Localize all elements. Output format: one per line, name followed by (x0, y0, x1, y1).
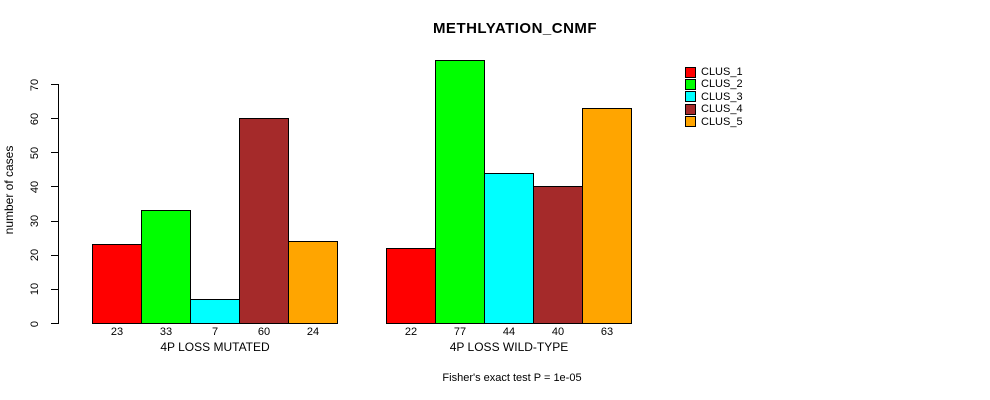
y-axis-tick-label: 60 (29, 112, 41, 125)
y-axis-tick-label: 30 (29, 214, 41, 228)
y-axis-tick (51, 220, 58, 222)
bar-clus-5-4p-loss-wild-type (582, 108, 632, 324)
bar-clus-2-4p-loss-mutated (141, 210, 191, 324)
chart-title: METHLYATION_CNMF (432, 20, 598, 37)
y-axis-tick (51, 186, 58, 188)
bar-value-label: 60 (257, 326, 271, 338)
y-axis-tick (51, 254, 58, 256)
bar-value-label: 77 (453, 326, 467, 338)
footnote-fisher-test: Fisher's exact test P = 1e-05 (442, 372, 582, 384)
y-axis-tick-label: 70 (29, 78, 41, 91)
legend-label-clus-1: CLUS_1 (701, 66, 743, 78)
legend-swatch-clus-2 (685, 78, 696, 90)
y-axis-line (58, 84, 59, 324)
bar-clus-4-4p-loss-wild-type (533, 186, 583, 324)
y-axis-tick-label: 40 (29, 180, 41, 194)
bar-clus-2-4p-loss-wild-type (435, 60, 485, 324)
legend-swatch-clus-4 (685, 103, 696, 115)
bar-clus-3-4p-loss-mutated (190, 299, 240, 324)
legend-label-clus-2: CLUS_2 (701, 78, 743, 91)
bar-clus-1-4p-loss-mutated (92, 244, 142, 324)
group-label-4p-loss-mutated: 4P LOSS MUTATED (160, 340, 270, 354)
bar-clus-5-4p-loss-mutated (288, 241, 338, 324)
bar-value-label: 63 (600, 326, 614, 338)
bar-value-label: 7 (211, 326, 219, 338)
y-axis-tick-label: 20 (29, 249, 41, 262)
legend-label-clus-5: CLUS_5 (701, 115, 743, 128)
y-axis-tick (51, 118, 58, 120)
bar-value-label: 33 (159, 326, 173, 338)
y-axis-tick-label: 0 (29, 320, 41, 327)
y-axis-tick (51, 152, 58, 154)
bar-value-label: 23 (110, 326, 124, 338)
y-axis-tick-label: 10 (29, 283, 41, 296)
legend-swatch-clus-5 (685, 116, 696, 128)
legend-swatch-clus-3 (685, 91, 696, 103)
bar-value-label: 40 (551, 326, 565, 338)
y-axis-tick (51, 84, 58, 85)
group-label-4p-loss-wild-type: 4P LOSS WILD-TYPE (449, 340, 569, 354)
bar-value-label: 44 (502, 326, 516, 338)
bar-value-label: 24 (306, 326, 320, 338)
y-axis-tick-label: 50 (29, 146, 41, 159)
bar-clus-1-4p-loss-wild-type (386, 248, 436, 324)
y-axis-tick (51, 288, 58, 290)
bar-clus-4-4p-loss-mutated (239, 118, 289, 324)
legend-swatch-clus-1 (685, 66, 696, 78)
bar-value-label: 22 (404, 326, 418, 338)
bar-clus-3-4p-loss-wild-type (484, 173, 534, 324)
legend-label-clus-4: CLUS_4 (701, 103, 743, 116)
y-axis-tick (51, 323, 58, 324)
legend-label-clus-3: CLUS_3 (701, 90, 743, 103)
